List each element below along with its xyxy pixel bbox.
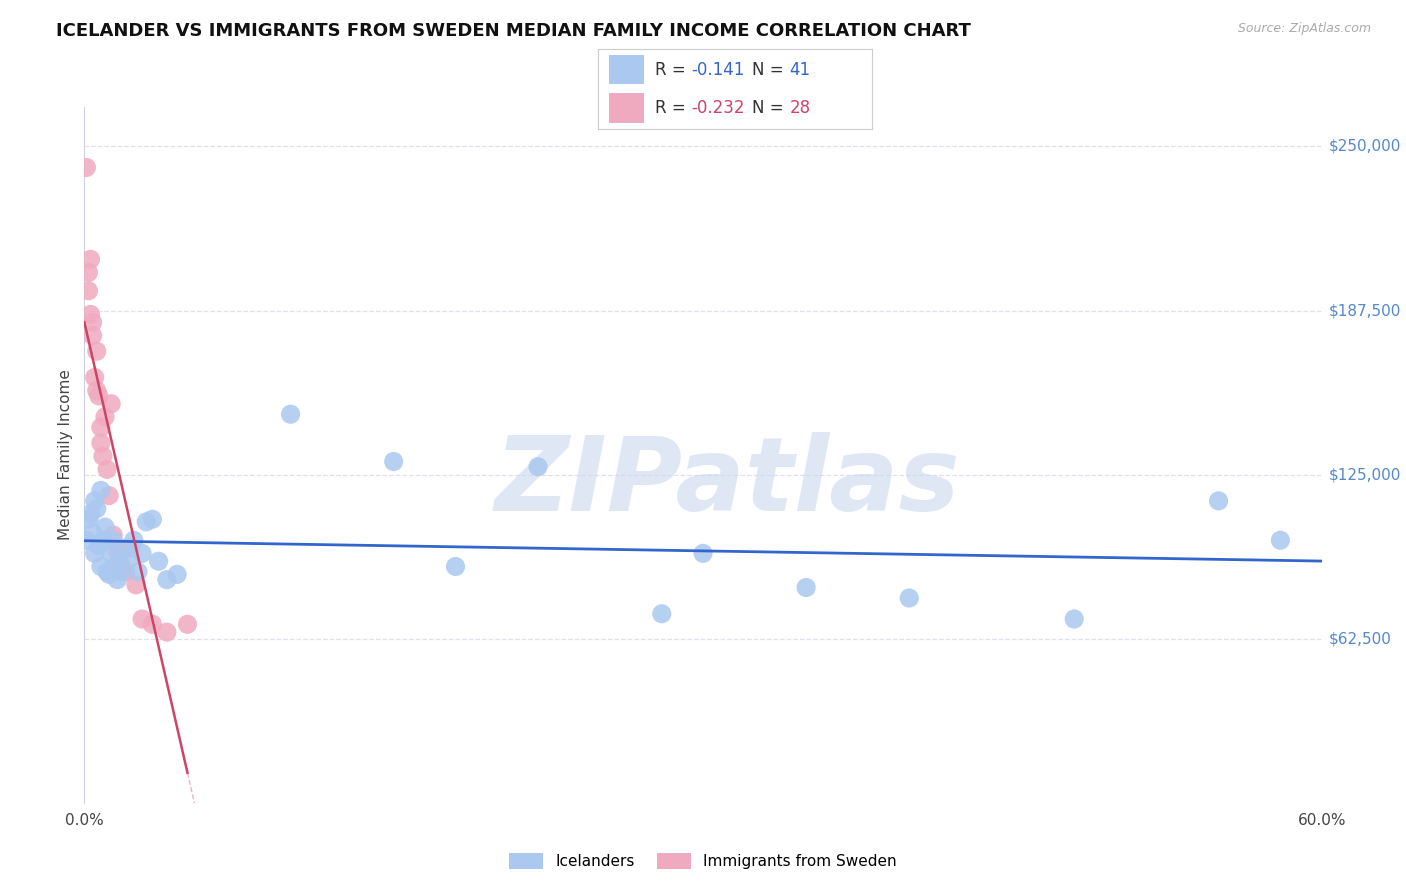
- Point: [141, 617, 163, 632]
- Point: [75, 533, 97, 548]
- Bar: [609, 94, 644, 123]
- Y-axis label: Median Family Income: Median Family Income: [58, 369, 73, 541]
- Point: [176, 617, 198, 632]
- Text: R =: R =: [655, 99, 692, 117]
- Point: [87, 389, 110, 403]
- Point: [104, 559, 127, 574]
- Point: [118, 541, 141, 555]
- Point: [98, 489, 121, 503]
- Point: [527, 459, 550, 474]
- Point: [127, 565, 149, 579]
- Point: [280, 407, 302, 421]
- Point: [794, 581, 817, 595]
- Point: [86, 501, 108, 516]
- Point: [94, 409, 117, 424]
- Point: [83, 494, 105, 508]
- Text: ICELANDER VS IMMIGRANTS FROM SWEDEN MEDIAN FAMILY INCOME CORRELATION CHART: ICELANDER VS IMMIGRANTS FROM SWEDEN MEDI…: [56, 22, 972, 40]
- Point: [86, 384, 108, 398]
- Point: [98, 567, 121, 582]
- Point: [108, 554, 131, 568]
- Point: [141, 512, 163, 526]
- Point: [100, 546, 122, 560]
- Text: -0.232: -0.232: [690, 99, 744, 117]
- Point: [156, 573, 179, 587]
- Point: [148, 554, 170, 568]
- Point: [96, 462, 118, 476]
- Point: [86, 344, 108, 359]
- Point: [105, 543, 128, 558]
- Point: [100, 397, 122, 411]
- Point: [75, 161, 97, 175]
- Point: [692, 546, 714, 560]
- Text: R =: R =: [655, 61, 692, 78]
- Point: [1270, 533, 1292, 548]
- Point: [82, 328, 104, 343]
- Point: [1063, 612, 1085, 626]
- Point: [94, 520, 117, 534]
- Point: [96, 565, 118, 579]
- Point: [77, 284, 100, 298]
- Point: [79, 308, 101, 322]
- Text: ZIPatlas: ZIPatlas: [495, 433, 960, 533]
- Point: [105, 573, 128, 587]
- Point: [91, 449, 114, 463]
- Point: [135, 515, 157, 529]
- Point: [79, 507, 101, 521]
- Point: [110, 565, 132, 579]
- Text: $250,000: $250,000: [1329, 139, 1400, 154]
- Point: [651, 607, 673, 621]
- Text: -0.141: -0.141: [690, 61, 744, 78]
- Point: [103, 528, 125, 542]
- Text: $125,000: $125,000: [1329, 467, 1400, 482]
- Point: [90, 420, 112, 434]
- Point: [156, 625, 179, 640]
- Point: [131, 612, 153, 626]
- Point: [898, 591, 921, 605]
- Point: [90, 483, 112, 498]
- Point: [131, 546, 153, 560]
- Point: [77, 512, 100, 526]
- Text: Source: ZipAtlas.com: Source: ZipAtlas.com: [1237, 22, 1371, 36]
- Text: 28: 28: [790, 99, 811, 117]
- Point: [114, 565, 136, 579]
- Point: [91, 533, 114, 548]
- Bar: [609, 54, 644, 85]
- Point: [125, 578, 148, 592]
- Point: [118, 551, 141, 566]
- Text: N =: N =: [752, 61, 789, 78]
- Point: [83, 546, 105, 560]
- Point: [110, 559, 132, 574]
- Text: 41: 41: [790, 61, 811, 78]
- Point: [90, 559, 112, 574]
- Point: [444, 559, 467, 574]
- Point: [82, 315, 104, 329]
- Point: [166, 567, 188, 582]
- Point: [79, 252, 101, 267]
- Point: [82, 525, 104, 540]
- Text: $187,500: $187,500: [1329, 303, 1400, 318]
- Legend: Icelanders, Immigrants from Sweden: Icelanders, Immigrants from Sweden: [503, 847, 903, 875]
- Point: [114, 541, 136, 555]
- Point: [382, 454, 405, 468]
- Point: [103, 533, 125, 548]
- Point: [77, 265, 100, 279]
- Point: [90, 436, 112, 450]
- Point: [87, 539, 110, 553]
- Text: N =: N =: [752, 99, 789, 117]
- Point: [83, 370, 105, 384]
- Point: [122, 533, 145, 548]
- Text: $62,500: $62,500: [1329, 632, 1392, 646]
- Point: [1208, 494, 1230, 508]
